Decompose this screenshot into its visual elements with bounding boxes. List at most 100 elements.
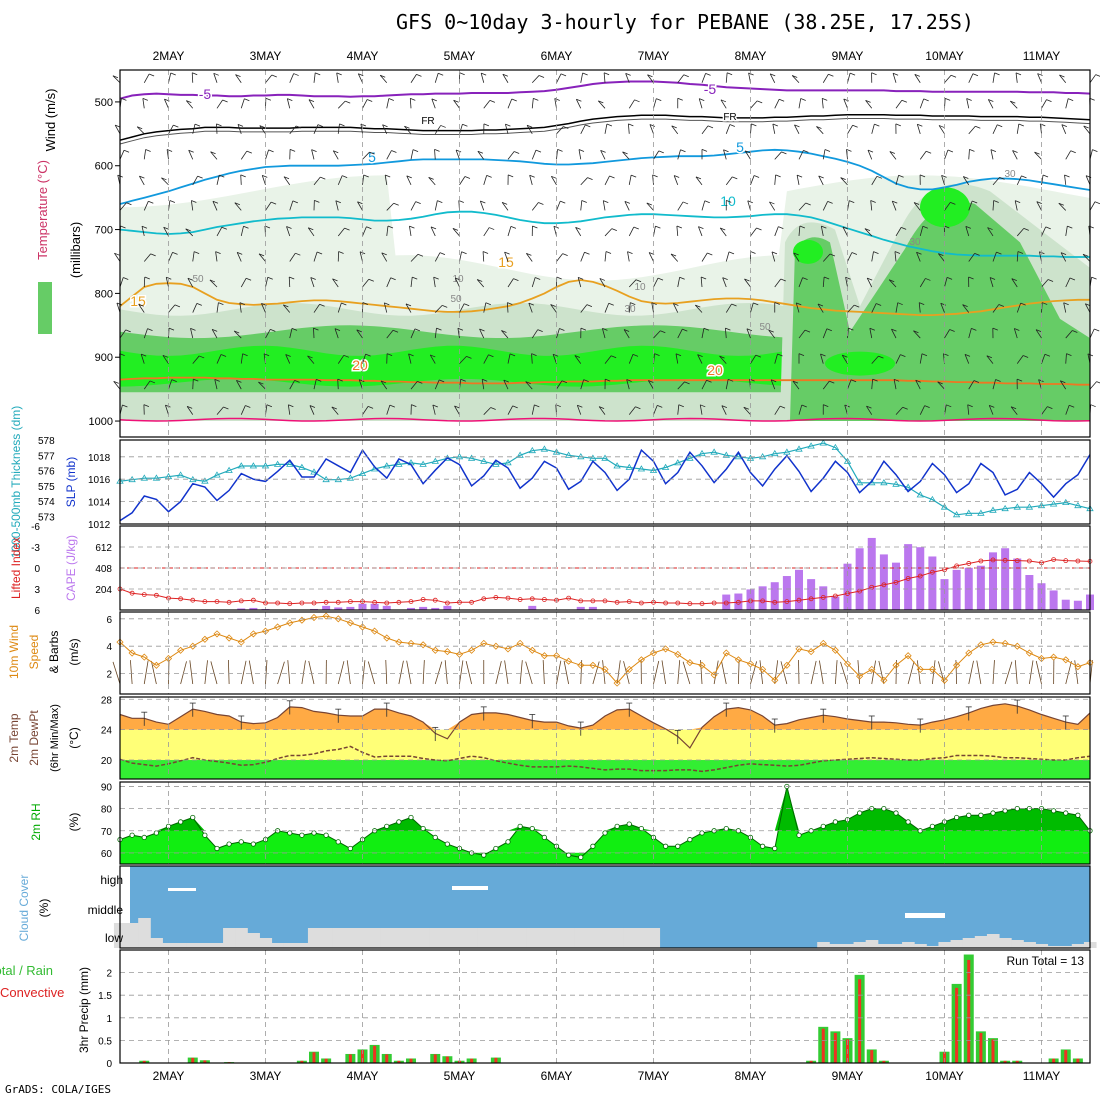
wind-barb-flag — [333, 150, 339, 154]
cape-bar — [770, 582, 779, 610]
wind-barb-flag — [654, 353, 660, 357]
wind-barb-flag — [1011, 278, 1017, 281]
wind-barb — [628, 174, 632, 185]
rh-band-below60 — [120, 852, 1090, 864]
wind-barb-flag — [316, 251, 323, 255]
wind-barb-flag — [481, 72, 487, 76]
wind-barb-flag — [526, 253, 532, 256]
wind-barb — [1041, 174, 1044, 185]
wind-barb — [483, 407, 491, 415]
wind-barb — [457, 328, 460, 339]
wind-barb — [968, 328, 972, 339]
wind-speed-point — [431, 646, 439, 654]
wind-barb-flag — [901, 99, 908, 103]
wind-barb — [847, 125, 853, 135]
wind-barb — [627, 123, 630, 134]
rh2m-point — [954, 814, 960, 821]
cape-bar — [334, 607, 343, 610]
x-tick-label: 2MAY — [153, 49, 185, 63]
wind-barb-flag — [535, 149, 542, 153]
thickness-tick-label: 574 — [38, 497, 55, 508]
low-cloud-bar — [453, 928, 467, 948]
wind-barb-flag — [748, 72, 754, 76]
precip-convective-bar — [312, 1052, 316, 1063]
low-cloud-bar — [404, 928, 418, 948]
wind-barb-flag — [505, 123, 511, 127]
wind-barb-flag — [723, 149, 729, 153]
wind-barb — [433, 277, 436, 288]
precip-convective-bar — [943, 1052, 946, 1063]
y-tick-label: 700 — [95, 225, 113, 237]
wind-barb-flag — [213, 72, 219, 76]
wind-speed-point — [783, 661, 791, 669]
rh2m-point — [396, 819, 402, 825]
wind-barb-flag — [170, 72, 176, 76]
y-tick-label: 1000 — [89, 416, 113, 428]
wind-barb-flag — [657, 277, 664, 281]
wind-barb-flag — [357, 201, 363, 205]
wind-axis-label-2: Speed — [27, 635, 41, 670]
x-tick-label: 9MAY — [832, 49, 864, 63]
surface-wind-barb — [180, 661, 187, 685]
wind-barb-flag — [242, 353, 248, 357]
wind-barb-flag — [358, 73, 364, 77]
wind-barb — [1084, 303, 1091, 313]
wind-barb-flag — [876, 175, 883, 179]
wind-barb — [261, 303, 266, 313]
rh2m-point — [772, 845, 778, 852]
y-tick-label: 800 — [95, 288, 113, 300]
wind-barb — [483, 227, 490, 237]
lifted-index-point — [493, 595, 499, 600]
thickness-point — [819, 439, 828, 446]
low-cloud-bar — [210, 943, 224, 948]
low-cloud-bar — [635, 928, 648, 948]
surface-wind-barb — [556, 660, 562, 685]
wind-barb-flag — [535, 277, 541, 280]
rh2m-point — [408, 814, 414, 821]
wind-speed-point — [916, 665, 924, 673]
wind-barb-flag — [363, 174, 369, 178]
precip-convective-bar — [1003, 1060, 1007, 1063]
precip-convective-bar — [1052, 1058, 1056, 1063]
cape-bar — [843, 563, 852, 610]
surface-wind-barb — [1065, 661, 1072, 685]
wind-barb-flag — [994, 72, 1000, 76]
wind-barb — [332, 150, 339, 160]
wind-speed-point — [880, 676, 888, 684]
wind-barb-flag — [584, 251, 590, 255]
wind-barb — [337, 100, 346, 109]
wind-barb — [725, 379, 729, 390]
wind-barb-flag — [141, 353, 147, 357]
wind-speed-point — [565, 657, 573, 665]
wind-barb-flag — [393, 202, 399, 206]
surface-wind-barb — [840, 661, 848, 685]
wind-barb — [1041, 279, 1049, 288]
wind-barb — [792, 380, 800, 390]
wind-barb-flag — [271, 74, 277, 78]
wind-barb-flag — [777, 353, 783, 357]
wind-barb — [531, 75, 540, 84]
rh2m-point — [760, 843, 766, 849]
wind-barb-flag — [700, 404, 706, 408]
x-axis-bottom: 2MAY 3MAY 4MAY 5MAY 6MAY 7MAY 8MAY 9MAY 10MAY 11M… — [153, 1069, 1061, 1083]
wind-barb-flag — [849, 200, 855, 203]
wind-speed-point — [625, 665, 633, 673]
wind-barb-flag — [745, 150, 751, 154]
wind-barb — [163, 227, 169, 237]
wind-barb — [1065, 405, 1070, 415]
surface-wind-barb — [677, 660, 681, 685]
wind-barb-flag — [240, 174, 246, 178]
cape-bar — [892, 562, 900, 610]
wind-barb-flag — [796, 302, 802, 306]
rh2m-point — [481, 852, 487, 858]
lifted-index-point — [772, 599, 778, 605]
wind-barb — [362, 278, 370, 288]
wind-barb — [724, 328, 727, 339]
wind-barb — [919, 98, 925, 109]
wind-barb — [1016, 123, 1020, 134]
wind-barb — [216, 406, 224, 415]
wind-barb-flag — [148, 73, 155, 77]
wind-barb-flag — [529, 174, 535, 178]
wind-barb — [919, 353, 923, 364]
